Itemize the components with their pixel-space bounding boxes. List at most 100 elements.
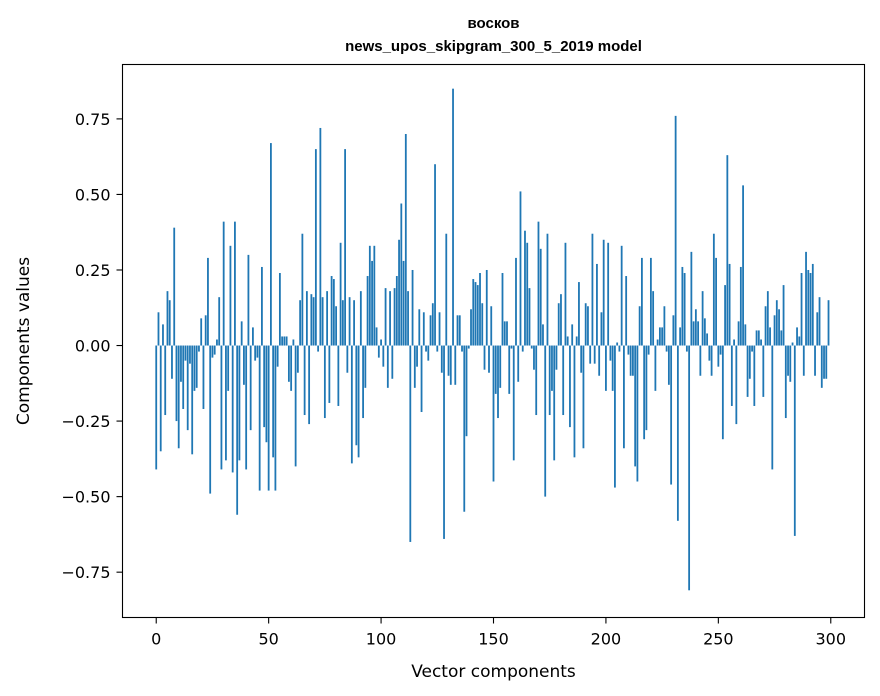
bar: [337, 345, 340, 406]
bar: [665, 345, 668, 352]
x-tick-label: 0: [151, 630, 161, 649]
bar: [395, 276, 398, 346]
bar: [328, 345, 331, 403]
bar: [733, 339, 735, 346]
bar: [546, 233, 549, 346]
bar: [773, 315, 776, 346]
bar: [189, 345, 191, 364]
y-tick-label: −0.25: [61, 412, 110, 431]
bar: [706, 333, 709, 346]
bar: [330, 276, 333, 346]
bar: [784, 345, 787, 419]
bar: [508, 345, 511, 394]
bar: [335, 306, 338, 346]
bar: [609, 345, 612, 361]
bar: [728, 263, 731, 346]
bar: [157, 312, 160, 346]
bar: [780, 330, 783, 346]
bar: [771, 345, 774, 470]
bar: [632, 345, 634, 376]
bar: [481, 303, 484, 346]
bar: [168, 300, 171, 346]
bar: [676, 345, 679, 521]
bar: [724, 285, 726, 346]
bar: [398, 239, 400, 346]
bar: [625, 276, 628, 346]
y-axis-ticks: −0.75 −0.50 −0.25 0.00 0.25 0.50 0.75: [61, 110, 123, 582]
bar: [535, 345, 538, 416]
bar: [191, 345, 194, 455]
bar: [209, 345, 212, 494]
bar: [721, 345, 724, 440]
y-tick-label: −0.50: [61, 488, 110, 507]
bar: [587, 306, 589, 346]
bar: [697, 321, 700, 346]
bar: [485, 269, 488, 346]
bar: [200, 318, 203, 346]
bar: [694, 309, 697, 346]
bar: [497, 345, 499, 419]
bar: [524, 230, 526, 346]
bar: [371, 260, 373, 346]
bar: [692, 321, 695, 346]
bar: [164, 345, 167, 416]
bar: [658, 327, 661, 346]
bar: [645, 345, 648, 431]
bar: [564, 242, 567, 346]
bar: [348, 297, 351, 346]
bar: [519, 191, 522, 346]
bar: [263, 345, 266, 428]
bar: [766, 291, 769, 346]
bar: [735, 345, 738, 425]
bar: [227, 345, 230, 391]
bar: [416, 345, 418, 367]
bar: [683, 273, 686, 346]
bar: [515, 257, 517, 346]
bar: [436, 345, 439, 352]
bar: [537, 221, 540, 346]
bar: [578, 282, 580, 346]
bar: [681, 266, 684, 346]
bar: [708, 345, 711, 361]
bar: [274, 345, 277, 491]
bar: [454, 345, 457, 385]
bar: [551, 345, 553, 391]
bar: [636, 345, 639, 482]
bar: [440, 345, 443, 373]
bar: [384, 288, 387, 346]
bar: [310, 294, 313, 346]
bar: [827, 300, 830, 346]
bar: [476, 285, 479, 346]
bar: [175, 345, 178, 422]
bar: [359, 291, 362, 346]
bar: [820, 345, 823, 388]
bar: [769, 327, 771, 346]
bar: [807, 269, 810, 346]
bar: [548, 345, 551, 416]
bar: [314, 149, 317, 346]
bar: [638, 306, 641, 346]
bar: [166, 291, 169, 346]
bar: [393, 288, 396, 346]
bar: [366, 276, 369, 346]
bar: [629, 345, 632, 376]
bar: [265, 345, 268, 443]
x-tick-label: 250: [703, 630, 734, 649]
bar: [775, 300, 778, 346]
bar: [305, 291, 308, 346]
bar: [823, 345, 825, 379]
y-tick-label: −0.75: [61, 563, 110, 582]
bar: [584, 303, 587, 346]
x-tick-label: 300: [815, 630, 846, 649]
bar: [198, 345, 200, 352]
bar: [672, 315, 675, 346]
bar: [492, 345, 495, 482]
bar: [184, 345, 187, 361]
bar: [553, 345, 556, 461]
bar: [573, 345, 576, 458]
bar: [303, 345, 306, 416]
bar: [778, 309, 780, 346]
bar: [605, 345, 607, 391]
x-tick-label: 100: [366, 630, 397, 649]
